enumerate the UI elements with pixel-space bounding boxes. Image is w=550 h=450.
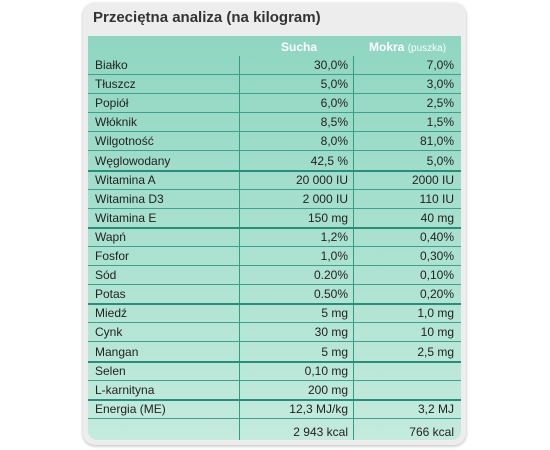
nutrient-label: Energia (ME)	[95, 401, 166, 416]
wet-value	[357, 381, 454, 399]
table-row: Miedź 5 mg 1,0 mg	[88, 304, 461, 324]
wet-value: 0,30%	[419, 249, 454, 264]
nutrition-card: Przeciętna analiza (na kilogram) Sucha M…	[83, 3, 466, 445]
wet-value: 766 kcal	[409, 424, 454, 439]
dry-value: 12,3 MJ/kg	[289, 401, 348, 416]
table-row: Cynk 30 mg 10 mg	[88, 323, 461, 343]
nutrient-label: Białko	[95, 58, 128, 73]
nutrient-label: Witamina D3	[95, 191, 164, 206]
table-row: Energia (ME) 12,3 MJ/kg 3,2 MJ	[88, 400, 461, 419]
column-header-mokra-label: Mokra	[369, 40, 405, 54]
nutrient-label: Fosfor	[95, 249, 130, 264]
nutrient-label: Mangan	[95, 344, 139, 359]
nutrient-label: Witamina E	[95, 210, 157, 225]
nutrient-label: Włóknik	[95, 115, 138, 130]
dry-value: 8,5%	[320, 115, 348, 130]
dry-value: 1,2%	[320, 229, 348, 244]
column-divider-2	[353, 56, 354, 440]
table-row: Tłuszcz 5,0% 3,0%	[88, 75, 461, 95]
dry-value: 0,10 mg	[304, 363, 348, 378]
dry-value: 1,0%	[320, 249, 348, 264]
dry-value: 6,0%	[320, 96, 348, 111]
nutrient-label: Popiół	[95, 96, 129, 111]
nutrient-label: Wilgotność	[95, 134, 154, 149]
column-header-mokra-sub: (puszka)	[407, 43, 447, 54]
wet-value: 2,5%	[426, 96, 454, 111]
table-row: Witamina D3 2 000 IU 110 IU	[88, 190, 461, 209]
dry-value: 5 mg	[321, 344, 348, 359]
dry-value: 150 mg	[307, 210, 348, 225]
dry-value: 0.50%	[313, 287, 348, 302]
wet-value: 10 mg	[420, 325, 454, 340]
table-row: Fosfor 1,0% 0,30%	[88, 247, 461, 267]
nutrient-label: Węglowodany	[95, 153, 171, 168]
dry-value: 20 000 IU	[295, 172, 348, 187]
dry-value: 30,0%	[313, 58, 348, 73]
table-row: Mangan 5 mg 2,5 mg	[88, 343, 461, 363]
wet-value: 81,0%	[419, 134, 454, 149]
nutrient-label: Miedź	[95, 306, 128, 321]
wet-value: 0,20%	[419, 287, 454, 302]
dry-value: 2 000 IU	[302, 191, 348, 206]
nutrient-label: Potas	[95, 287, 126, 302]
nutrient-label: Cynk	[95, 325, 123, 340]
dry-value: 42,5 %	[310, 153, 348, 168]
wet-value: 3,2 MJ	[417, 401, 454, 416]
nutrient-label: Selen	[95, 363, 126, 378]
table-row: Węglowodany 42,5 % 5,0%	[88, 152, 461, 172]
table-row: Białko 30,0% 7,0%	[88, 56, 461, 76]
wet-value: 1,5%	[426, 115, 454, 130]
wet-value: 2,5 mg	[417, 344, 454, 359]
analysis-table: Sucha Mokra (puszka) Białko 30,0% 7,0% Tłus…	[88, 36, 461, 440]
wet-value: 7,0%	[426, 58, 454, 73]
column-header-mokra: Mokra (puszka)	[369, 40, 446, 54]
table-row: Witamina E 150 mg 40 mg	[88, 209, 461, 229]
table-row: Wapń 1,2% 0,40%	[88, 228, 461, 247]
wet-value: 0,10%	[419, 268, 454, 283]
dry-value: 8,0%	[320, 134, 348, 149]
wet-value: 1,0 mg	[417, 306, 454, 321]
column-divider-1	[239, 56, 240, 440]
table-row: Włóknik 8,5% 1,5%	[88, 113, 461, 133]
table-row: Witamina A 20 000 IU 2000 IU	[88, 171, 461, 190]
dry-value: 2 943 kcal	[293, 424, 348, 439]
wet-value: 2000 IU	[411, 172, 454, 187]
nutrient-label: Tłuszcz	[95, 77, 136, 92]
table-row: Selen 0,10 mg	[88, 362, 461, 381]
dry-value: 30 mg	[314, 325, 348, 340]
wet-value: 3,0%	[426, 77, 454, 92]
table-row: Popiół 6,0% 2,5%	[88, 94, 461, 114]
wet-value: 110 IU	[419, 191, 454, 206]
nutrient-label: Wapń	[95, 229, 126, 244]
wet-value: 0,40%	[419, 229, 454, 244]
wet-value: 5,0%	[426, 153, 454, 168]
table-row: Sód 0.20% 0,10%	[88, 266, 461, 286]
dry-value: 0.20%	[313, 268, 348, 283]
table-row: 2 943 kcal 766 kcal	[88, 419, 461, 440]
table-row: Potas 0.50% 0,20%	[88, 285, 461, 306]
table-row: L-karnityna 200 mg	[88, 381, 461, 401]
wet-value	[357, 362, 454, 380]
nutrient-label: L-karnityna	[95, 382, 155, 397]
wet-value: 40 mg	[420, 210, 454, 225]
card-title: Przeciętna analiza (na kilogram)	[93, 9, 321, 26]
table-row: Wilgotność 8,0% 81,0%	[88, 132, 461, 152]
nutrient-label: Sód	[95, 268, 117, 283]
nutrient-label: Witamina A	[95, 172, 156, 187]
dry-value: 200 mg	[307, 382, 348, 397]
column-header-sucha: Sucha	[281, 40, 318, 54]
dry-value: 5,0%	[320, 77, 348, 92]
dry-value: 5 mg	[321, 306, 348, 321]
